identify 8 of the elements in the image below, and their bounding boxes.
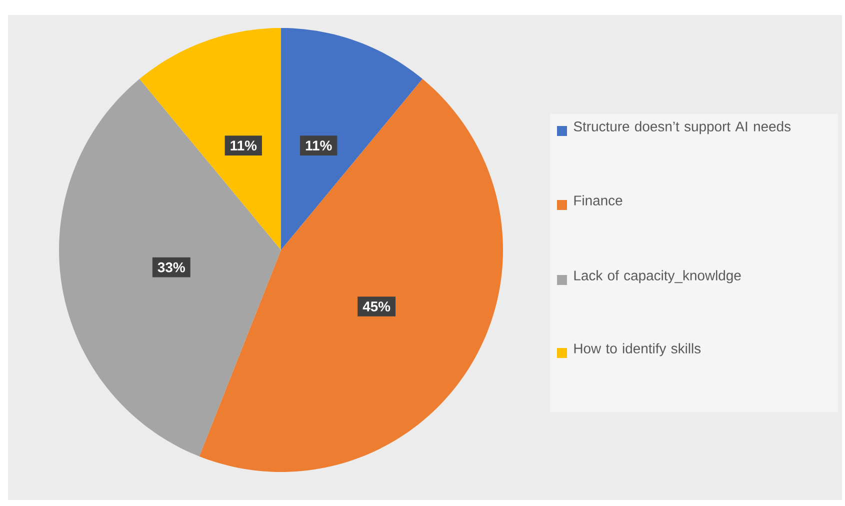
data-label: 33% [158,262,185,272]
legend-label: Lack of capacity_knowldge [574,270,741,284]
data-label: 11% [230,140,257,150]
data-label: 45% [362,302,390,312]
legend-label: Finance [574,195,622,206]
legend-label: Structure doesn’t support AI needs [574,121,791,134]
legend-label: How to identify skills [574,343,701,356]
data-label: 11% [306,140,332,150]
